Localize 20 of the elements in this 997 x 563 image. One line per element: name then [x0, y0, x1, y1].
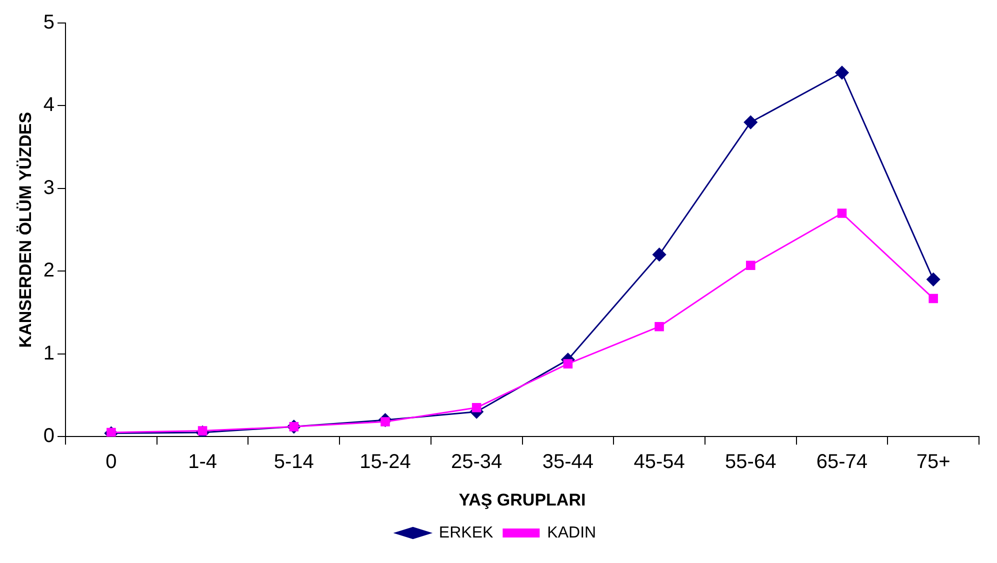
x-tick-label: 55-64: [725, 451, 776, 474]
x-tick-label: 25-34: [451, 451, 502, 474]
x-tick-label: 75+: [916, 451, 950, 474]
y-tick-label: 0: [43, 425, 55, 448]
y-tick-label: 5: [43, 12, 55, 34]
legend-label: KADIN: [547, 524, 596, 542]
x-tick-label: 45-54: [634, 451, 685, 474]
x-tick-label: 65-74: [816, 451, 868, 474]
x-tick-label: 1-4: [188, 451, 217, 474]
y-tick-label: 3: [43, 176, 55, 199]
y-tick-label: 2: [43, 260, 55, 282]
x-tick-label: 5-14: [274, 451, 314, 474]
y-tick-label: 1: [43, 342, 55, 364]
legend-label: ERKEK: [438, 524, 494, 542]
x-tick-label: 35-44: [542, 451, 594, 474]
y-tick-label: 4: [43, 94, 55, 116]
x-tick-label: 15-24: [360, 451, 411, 474]
y-axis-title: KANSERDEN ÖLÜM YÜZDES: [16, 112, 35, 348]
x-tick-label: 0: [106, 451, 117, 474]
x-axis-title: YAŞ GRUPLARI: [458, 490, 586, 510]
